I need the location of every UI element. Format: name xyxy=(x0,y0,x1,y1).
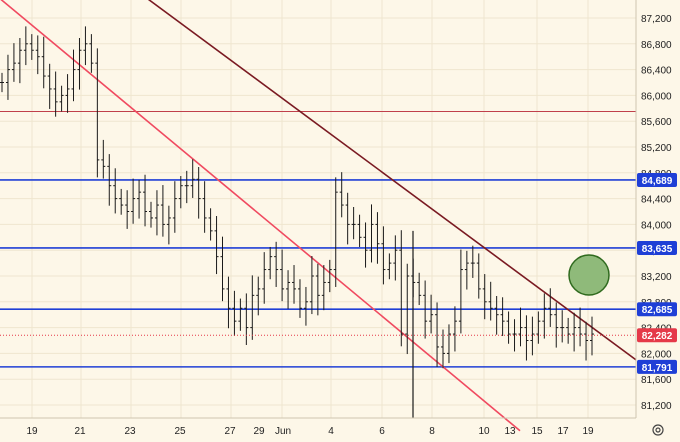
gear-icon[interactable] xyxy=(652,424,664,436)
trendline-0[interactable] xyxy=(130,0,637,361)
level-badge xyxy=(637,172,677,187)
level-badge xyxy=(637,302,677,317)
y-tick-label: 85,600 xyxy=(641,117,672,128)
x-tick-label: 29 xyxy=(253,426,265,437)
x-tick-label: 25 xyxy=(174,426,186,437)
level-badge xyxy=(637,240,677,255)
y-tick-label: 81,200 xyxy=(641,401,672,412)
x-tick-label: 27 xyxy=(224,426,236,437)
level-badge xyxy=(637,359,677,374)
y-tick-label: 86,400 xyxy=(641,66,672,77)
trendlines[interactable] xyxy=(0,0,637,432)
x-tick-label: 8 xyxy=(429,426,435,437)
y-tick-label: 86,000 xyxy=(641,91,672,102)
y-tick-label: 85,200 xyxy=(641,143,672,154)
level-badge-label: 82,685 xyxy=(642,305,673,316)
x-tick-label: 19 xyxy=(26,426,38,437)
trendline-1[interactable] xyxy=(0,0,521,432)
x-tick-label: 17 xyxy=(557,426,569,437)
current-price-badge xyxy=(637,328,677,343)
y-tick-label: 87,200 xyxy=(641,14,672,25)
y-tick-label: 81,600 xyxy=(641,375,672,386)
y-tick-label: 86,800 xyxy=(641,40,672,51)
x-tick-label: 23 xyxy=(124,426,136,437)
x-tick-label: 19 xyxy=(582,426,594,437)
highlight-marker[interactable] xyxy=(568,254,610,296)
y-tick-label: 84,400 xyxy=(641,195,672,206)
y-tick-label: 84,000 xyxy=(641,220,672,231)
level-badge-label: 84,689 xyxy=(642,176,673,187)
y-tick-label: 83,200 xyxy=(641,272,672,283)
x-tick-label: 13 xyxy=(504,426,516,437)
y-tick-label: 82,000 xyxy=(641,349,672,360)
price-badges: 84,689 83,635 82,685 81,791 82,282 xyxy=(637,172,677,374)
x-tick-label: Jun xyxy=(275,426,291,437)
level-badge-label: 81,791 xyxy=(642,363,673,374)
x-tick-label: 21 xyxy=(74,426,86,437)
price-series xyxy=(0,26,594,418)
x-tick-label: 4 xyxy=(328,426,334,437)
level-badge-label: 83,635 xyxy=(642,244,673,255)
x-tick-label: 6 xyxy=(379,426,385,437)
x-tick-label: 15 xyxy=(531,426,543,437)
x-axis-ticks: 19 21 23 25 27 29 Jun 4 6 8 10 13 15 17 19 xyxy=(26,426,594,437)
current-price-label: 82,282 xyxy=(642,331,673,342)
x-tick-label: 10 xyxy=(478,426,490,437)
